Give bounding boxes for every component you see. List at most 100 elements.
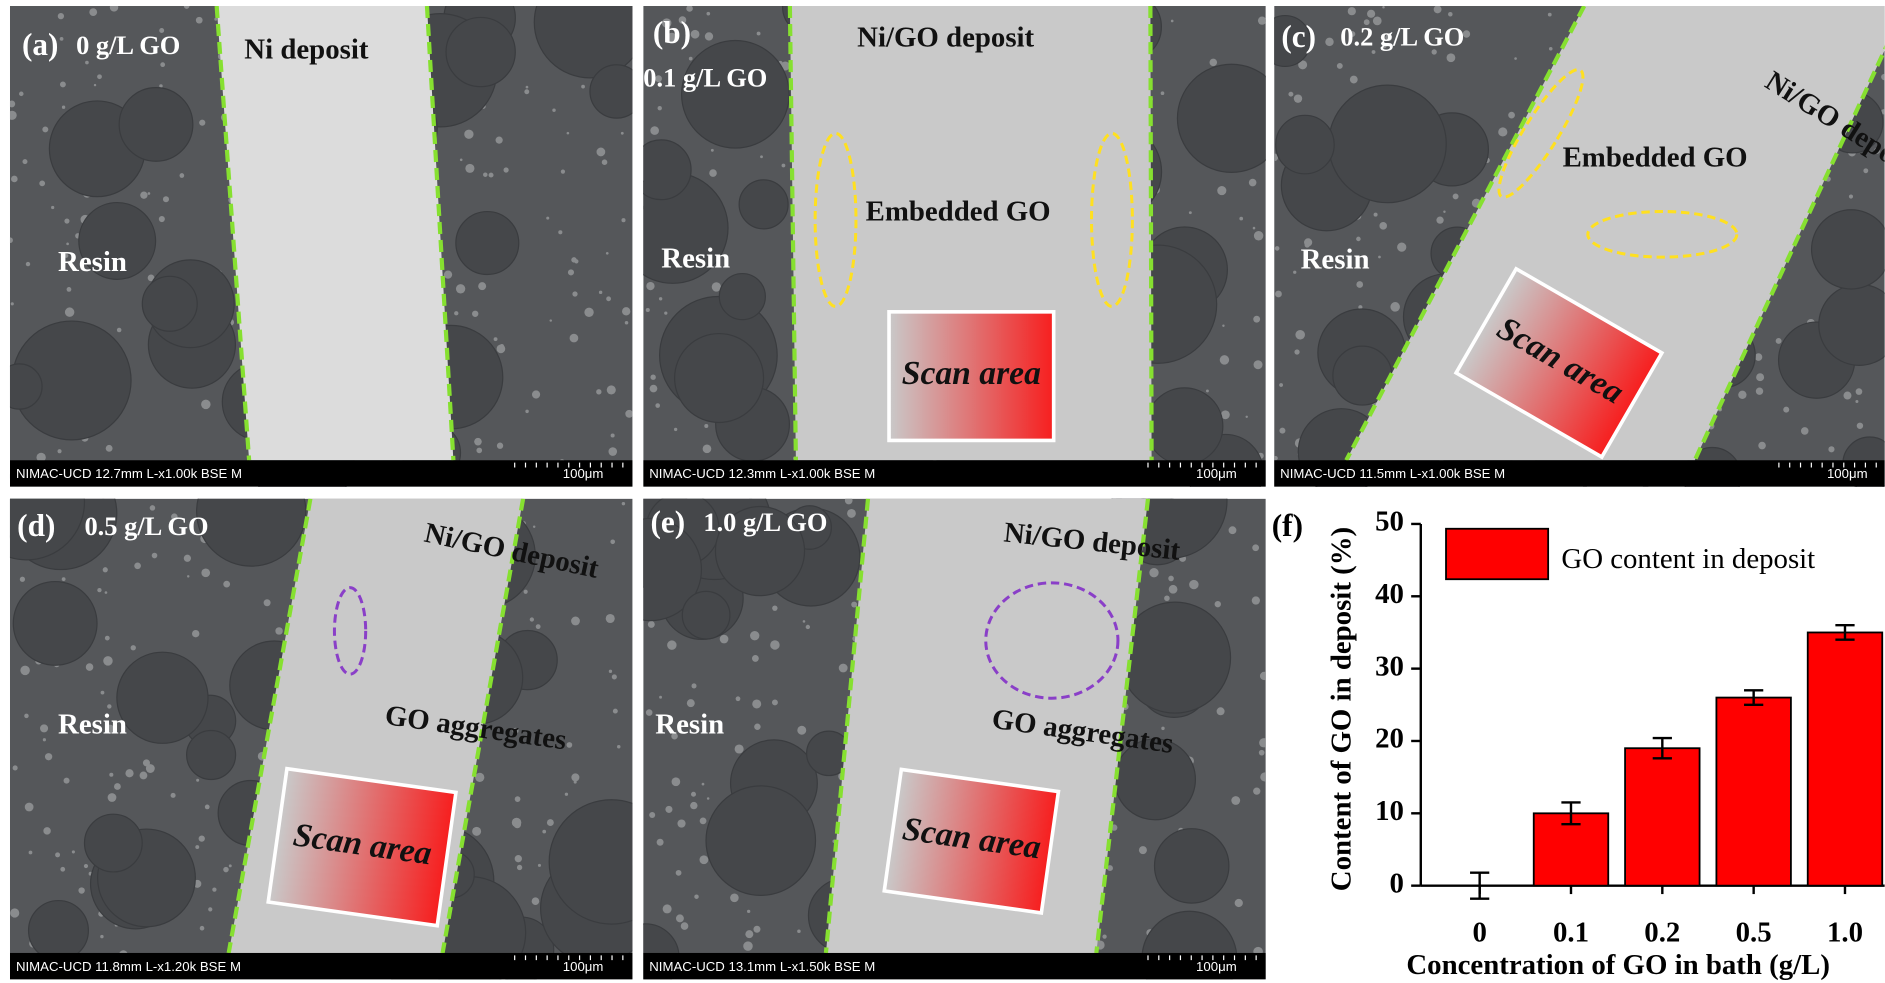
x-tick-label: 0.2 bbox=[1644, 917, 1680, 949]
filler-grain bbox=[1229, 526, 1237, 534]
filler-grain bbox=[736, 696, 741, 701]
filler-grain bbox=[475, 773, 484, 782]
sem-info: NIMAC-UCD 11.8mm L-x1.20k BSE M bbox=[16, 959, 241, 974]
y-tick-label: 40 bbox=[1375, 578, 1404, 610]
filler-grain bbox=[709, 169, 717, 177]
filler-grain bbox=[839, 664, 848, 673]
filler-grain bbox=[42, 126, 48, 132]
x-tick-label: 0 bbox=[1472, 917, 1486, 949]
filler-grain bbox=[22, 159, 27, 164]
filler-grain bbox=[51, 206, 54, 209]
filler-grain bbox=[106, 445, 113, 452]
x-tick-label: 0.5 bbox=[1736, 917, 1772, 949]
filler-grain bbox=[694, 894, 698, 898]
filler-grain bbox=[1275, 246, 1280, 251]
filler-grain bbox=[195, 845, 199, 849]
resin-particle bbox=[675, 334, 764, 423]
filler-grain bbox=[609, 670, 612, 673]
filler-grain bbox=[140, 772, 148, 780]
filler-grain bbox=[1843, 392, 1851, 400]
sem-panel: Scan area(c)0.2 g/L GONi/GO depositEmbed… bbox=[1260, 5, 1885, 506]
resin-particle bbox=[1812, 210, 1885, 289]
filler-grain bbox=[1350, 76, 1358, 84]
filler-grain bbox=[45, 753, 52, 760]
filler-grain bbox=[229, 864, 232, 867]
sem-panel: (a)0 g/L GONi depositResinNIMAC-UCD 12.7… bbox=[0, 0, 646, 511]
filler-grain bbox=[1222, 325, 1224, 327]
resin-particle bbox=[13, 582, 97, 666]
filler-grain bbox=[606, 252, 609, 255]
y-tick-label: 0 bbox=[1390, 867, 1404, 899]
scan-area: Scan area bbox=[884, 769, 1058, 912]
filler-grain bbox=[1246, 416, 1248, 418]
filler-grain bbox=[117, 328, 122, 333]
filler-grain bbox=[97, 74, 102, 79]
filler-grain bbox=[558, 230, 562, 234]
filler-grain bbox=[1855, 400, 1858, 403]
filler-grain bbox=[1220, 355, 1229, 364]
filler-grain bbox=[1755, 353, 1763, 361]
filler-grain bbox=[770, 640, 779, 649]
filler-grain bbox=[1436, 217, 1443, 224]
filler-grain bbox=[649, 812, 655, 818]
filler-grain bbox=[1367, 10, 1375, 18]
filler-grain bbox=[599, 291, 602, 294]
filler-grain bbox=[760, 155, 763, 158]
filler-grain bbox=[1252, 544, 1259, 551]
filler-grain bbox=[1279, 383, 1283, 387]
filler-grain bbox=[60, 81, 66, 87]
scan-area: Scan area bbox=[889, 312, 1054, 441]
resin-particle bbox=[739, 180, 788, 229]
filler-grain bbox=[1171, 20, 1174, 23]
filler-grain bbox=[720, 635, 729, 644]
filler-grain bbox=[110, 3, 118, 11]
filler-grain bbox=[497, 344, 506, 353]
filler-grain bbox=[743, 941, 752, 950]
filler-grain bbox=[686, 5, 693, 12]
filler-grain bbox=[1356, 237, 1361, 242]
filler-grain bbox=[494, 337, 498, 341]
filler-grain bbox=[526, 86, 529, 89]
filler-grain bbox=[109, 773, 113, 777]
filler-grain bbox=[646, 282, 654, 290]
filler-grain bbox=[602, 159, 608, 165]
filler-grain bbox=[171, 793, 176, 798]
filler-grain bbox=[1139, 846, 1147, 854]
filler-grain bbox=[40, 724, 48, 732]
filler-grain bbox=[658, 106, 662, 110]
concentration: 0.1 g/L GO bbox=[643, 63, 767, 93]
filler-grain bbox=[550, 319, 552, 321]
filler-grain bbox=[687, 699, 695, 707]
filler-grain bbox=[64, 218, 69, 223]
filler-grain bbox=[1325, 38, 1333, 46]
filler-grain bbox=[1863, 168, 1868, 173]
filler-grain bbox=[1758, 442, 1766, 450]
sem-panel: Scan area(d)0.5 g/L GONi/GO depositGO ag… bbox=[0, 444, 674, 983]
filler-grain bbox=[105, 636, 110, 641]
x-tick-label: 0.1 bbox=[1553, 917, 1589, 949]
y-axis-title: Content of GO in deposit (%) bbox=[1325, 527, 1357, 891]
filler-grain bbox=[11, 176, 18, 183]
filler-grain bbox=[542, 830, 546, 834]
filler-grain bbox=[735, 744, 744, 753]
filler-grain bbox=[94, 84, 96, 86]
resin-label: Resin bbox=[655, 709, 724, 741]
panel-label: (c) bbox=[1281, 19, 1316, 54]
sem-info: NIMAC-UCD 11.5mm L-x1.00k BSE M bbox=[1280, 466, 1505, 481]
sem-info: NIMAC-UCD 12.3mm L-x1.00k BSE M bbox=[649, 466, 875, 481]
filler-grain bbox=[1783, 407, 1789, 413]
filler-grain bbox=[566, 742, 572, 748]
filler-grain bbox=[1378, 256, 1381, 259]
filler-grain bbox=[1514, 57, 1517, 60]
filler-grain bbox=[1217, 186, 1226, 195]
filler-grain bbox=[57, 449, 61, 453]
filler-grain bbox=[201, 400, 211, 410]
filler-grain bbox=[757, 32, 761, 36]
filler-grain bbox=[772, 605, 777, 610]
filler-grain bbox=[184, 3, 190, 9]
filler-grain bbox=[659, 696, 662, 699]
filler-grain bbox=[43, 827, 50, 834]
filler-grain bbox=[1260, 672, 1268, 680]
filler-grain bbox=[200, 926, 205, 931]
